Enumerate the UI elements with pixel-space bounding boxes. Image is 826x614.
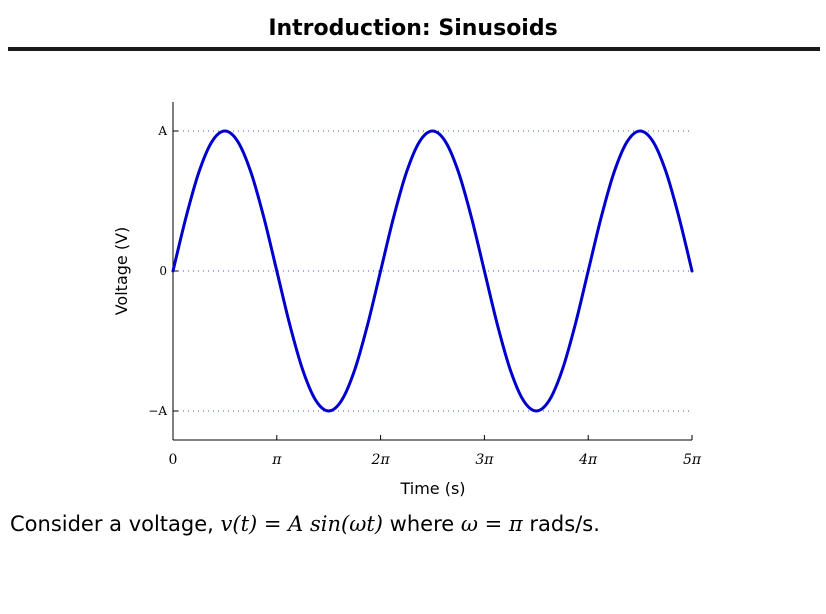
series-group [171,129,694,413]
caption-text-middle: where [389,512,455,536]
omega-equation: ω = π [460,512,523,536]
x-axis-label: Time (s) [399,479,465,498]
y-tick-label-2: −A [148,404,167,418]
caption-text-after: rads/s. [529,512,600,536]
y-tick-label-1: 0 [159,264,167,278]
x-tick-label-4: 4π [578,452,598,468]
x-tick-label-1: π [271,452,282,468]
series-line-0 [171,129,694,413]
title-rule [8,47,820,51]
slide-title: Introduction: Sinusoids [268,16,558,41]
caption-text-before: Consider a voltage, [10,512,214,536]
x-tick-label-0: 0 [169,452,178,468]
x-tick-label-3: 3π [475,452,494,468]
y-axis-label: Voltage (V) [112,227,131,316]
axes [172,102,692,441]
x-tick-label-2: 2π [371,452,391,468]
voltage-equation: v(t) = A sin(ωt) [220,512,383,536]
ticks: A 0 −A 0 π 2π 3π 4π 5π [148,124,702,468]
caption: Consider a voltage, v(t) = A sin(ωt) whe… [10,512,600,536]
y-tick-label-0: A [157,124,167,138]
x-tick-label-5: 5π [683,452,702,468]
